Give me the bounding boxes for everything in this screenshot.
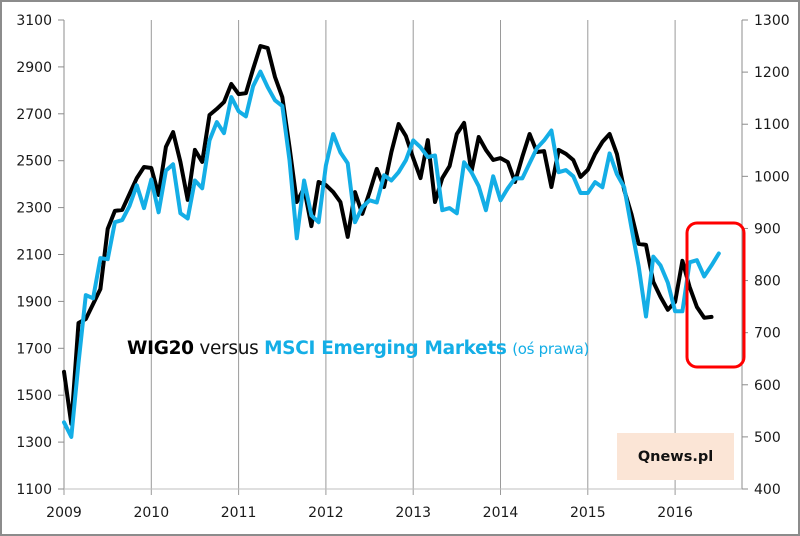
x-tick-label: 2012	[308, 505, 344, 521]
y-left-tick-label: 2100	[16, 248, 52, 264]
y-left-tick-label: 1100	[16, 482, 52, 498]
x-tick-label: 2016	[657, 505, 693, 521]
series-line-msci	[62, 69, 721, 439]
y-left-tick-label: 1700	[16, 341, 52, 357]
grid-lines	[63, 20, 676, 495]
y-right-tick-label: 1300	[754, 13, 790, 29]
chart-title: WIG20 versus MSCI Emerging Markets (oś p…	[127, 338, 589, 359]
y-left-tick-label: 2300	[16, 201, 52, 217]
x-tick-label: 2010	[133, 505, 169, 521]
highlight-box	[685, 221, 746, 369]
y-right-tick-label: 500	[754, 430, 781, 446]
y-right-tick-label: 400	[754, 482, 781, 498]
title-wig20: WIG20	[127, 338, 194, 359]
y-left-tick-label: 2700	[16, 107, 52, 123]
brand-label: Qnews.pl	[637, 448, 714, 465]
y-left-tick-label: 3100	[16, 13, 52, 29]
y-left-tick-label: 1500	[16, 388, 52, 404]
axes	[58, 19, 748, 490]
x-tick-label: 2014	[483, 505, 519, 521]
x-tick-label: 2013	[395, 505, 431, 521]
series-line-wig20	[62, 44, 714, 426]
title-axis-note: (oś prawa)	[512, 340, 590, 358]
x-tick-label: 2015	[570, 505, 606, 521]
y-left-tick-label: 2900	[16, 60, 52, 76]
y-right-tick-label: 1000	[754, 169, 790, 185]
y-right-tick-label: 1100	[754, 117, 790, 133]
tick-labels: 2009 2010 2011 2012 2013 2014 2015 2016 1100 1300…	[16, 13, 789, 521]
x-tick-label: 2011	[221, 505, 257, 521]
y-right-tick-label: 700	[754, 326, 781, 342]
y-left-tick-label: 2500	[16, 154, 52, 170]
y-right-tick-label: 600	[754, 378, 781, 394]
series-lines	[62, 44, 721, 439]
y-right-tick-label: 1200	[754, 65, 790, 81]
brand-badge: Qnews.pl	[617, 433, 734, 480]
title-msci: MSCI Emerging Markets	[264, 338, 507, 359]
y-right-tick-label: 900	[754, 221, 781, 237]
x-tick-label: 2009	[46, 505, 82, 521]
title-versus: versus	[199, 338, 259, 359]
y-left-tick-label: 1300	[16, 435, 52, 451]
y-left-tick-label: 1900	[16, 294, 52, 310]
y-right-tick-label: 800	[754, 274, 781, 290]
